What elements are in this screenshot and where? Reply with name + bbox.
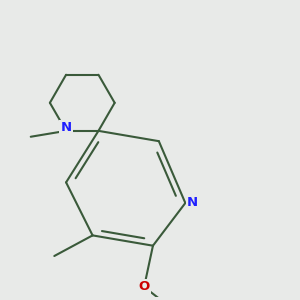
Text: O: O [139,280,150,293]
Text: N: N [187,196,198,209]
Text: N: N [61,122,72,134]
